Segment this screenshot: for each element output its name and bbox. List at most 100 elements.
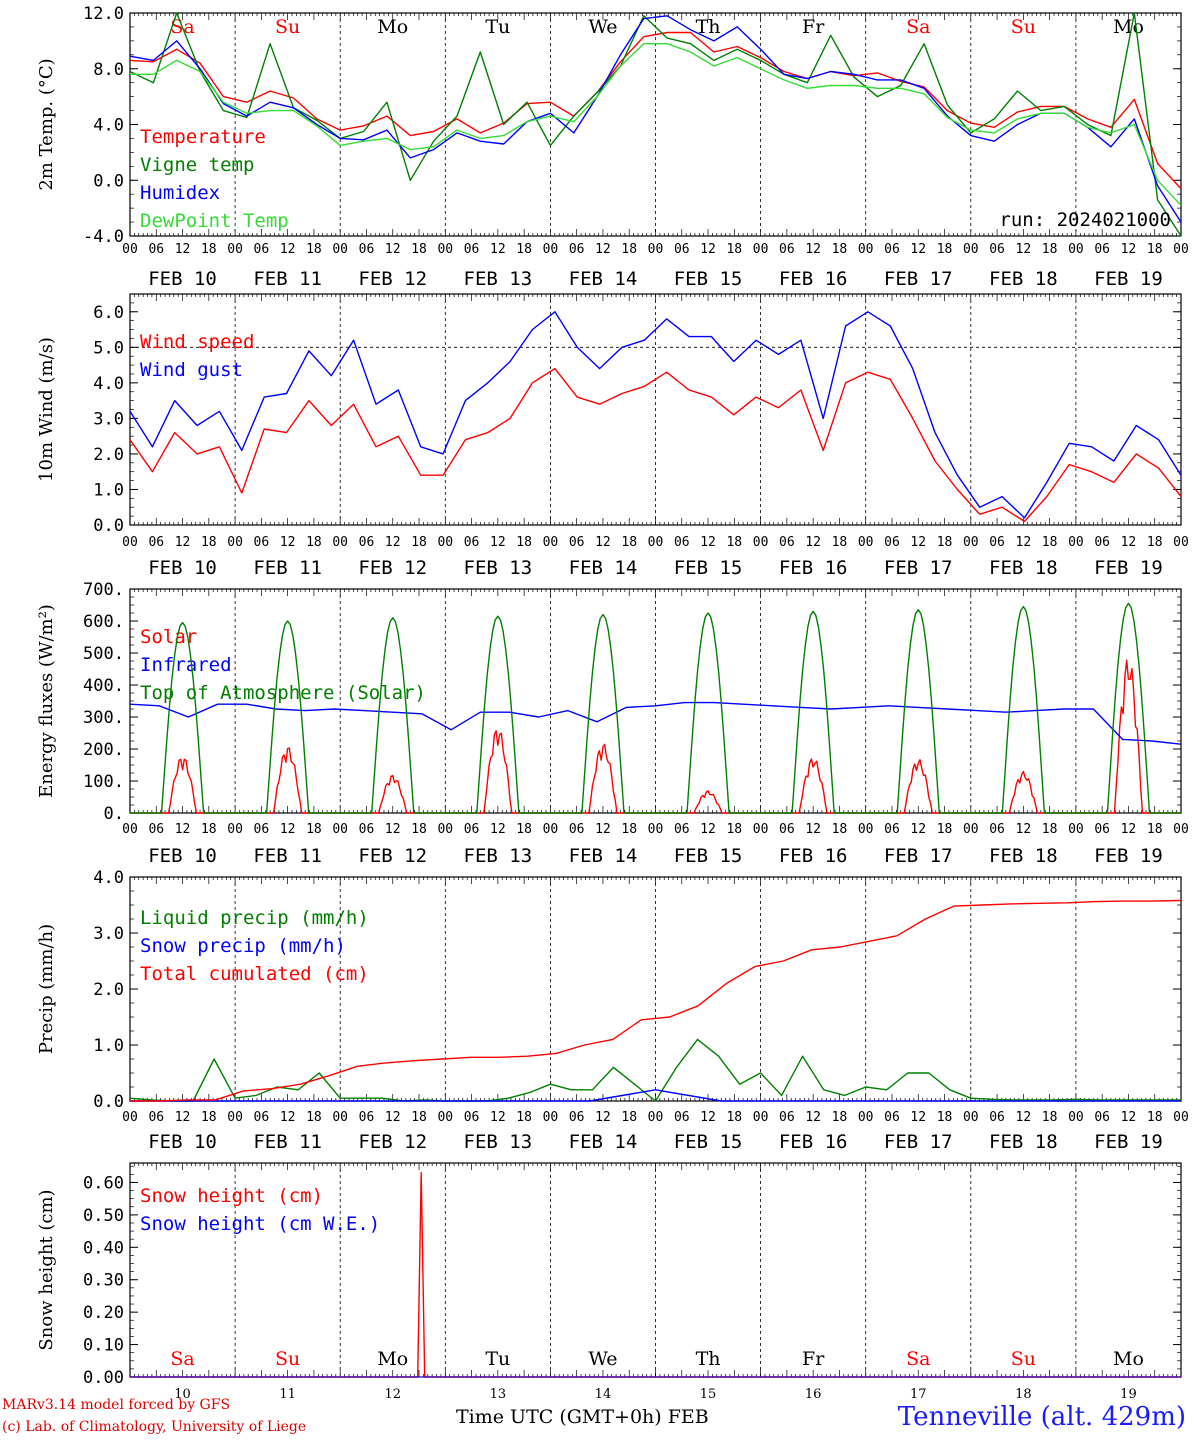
hour-tick-label: 18 [1042,822,1058,837]
day-abbr-label: Su [1011,16,1036,38]
hour-tick-label: 12 [1121,242,1137,257]
hour-tick-label: 12 [910,1110,926,1125]
hour-tick-label: 18 [726,1110,742,1125]
hour-tick-label: 06 [779,535,795,550]
hour-tick-label: 12 [1121,535,1137,550]
y-tick-label: 400. [83,676,124,696]
hour-tick-label: 18 [411,1110,427,1125]
hour-tick-label: 18 [937,535,953,550]
hour-tick-label: 00 [332,535,348,550]
hour-tick-label: 00 [543,242,559,257]
y-axis-title: Precip (mm/h) [36,924,57,1054]
hour-tick-label: 12 [910,822,926,837]
hour-tick-label: 12 [490,822,506,837]
day-number-label: 12 [384,1387,401,1402]
date-label: FEB 11 [253,268,322,290]
y-tick-label: 6.0 [93,303,124,323]
hour-tick-label: 06 [254,242,270,257]
hour-tick-label: 00 [858,242,874,257]
hour-tick-label: 00 [543,822,559,837]
y-tick-label: 700. [83,580,124,600]
y-tick-label: 1.0 [93,1036,124,1056]
day-abbr-label: Fr [802,1348,825,1370]
y-tick-label: 0. [104,804,124,824]
hour-tick-label: 12 [280,242,296,257]
model-credit: MARv3.14 model forced by GFS [2,1397,231,1413]
day-abbr-label: Th [696,1348,721,1370]
hour-tick-label: 00 [753,535,769,550]
date-label: FEB 12 [358,1131,427,1153]
day-number-label: 10 [174,1387,191,1402]
legend-series-temperature: Temperature [140,126,266,148]
hour-tick-label: 18 [306,242,322,257]
day-abbr-label: Sa [906,16,930,38]
y-tick-label: 4.0 [93,116,124,136]
hour-tick-label: 18 [937,1110,953,1125]
date-label: FEB 19 [1094,1131,1163,1153]
date-label: FEB 17 [884,845,953,867]
hour-tick-label: 18 [306,822,322,837]
hour-tick-label: 12 [175,822,191,837]
station-name: Tenneville (alt. 429m) [897,1402,1186,1432]
date-label: FEB 12 [358,845,427,867]
day-abbr-label: Tu [485,1348,510,1370]
date-label: FEB 19 [1094,845,1163,867]
day-abbr-label: Su [1011,1348,1036,1370]
hour-tick-label: 00 [963,242,979,257]
hour-tick-label: 06 [1094,822,1110,837]
day-number-label: 13 [490,1387,507,1402]
day-number-label: 15 [700,1387,717,1402]
hour-tick-label: 18 [201,822,217,837]
hour-tick-label: 00 [1068,535,1084,550]
hour-tick-label: 06 [359,242,375,257]
run-annotation: run: 2024021000 [999,209,1171,231]
series-dewpoint-temp [130,43,1182,206]
y-tick-label: 3.0 [93,409,124,429]
hour-tick-label: 18 [621,822,637,837]
y-tick-label: 4.0 [93,374,124,394]
hour-tick-label: 00 [963,1110,979,1125]
date-label: FEB 10 [148,268,217,290]
hour-tick-label: 06 [884,535,900,550]
hour-tick-label: 00 [122,822,138,837]
hour-tick-label: 06 [1094,242,1110,257]
panel-temp: -4.0 0.0 4.0 8.0 12.0 2m Temp. (°C) Sa Su Mo Tu We… [36,4,1189,290]
hour-tick-label: 12 [700,822,716,837]
hour-tick-label: 18 [832,535,848,550]
hour-tick-label: 12 [910,242,926,257]
hour-tick-label: 00 [1068,242,1084,257]
hour-tick-label: 00 [858,535,874,550]
hour-tick-label: 00 [437,535,453,550]
hour-tick-label: 06 [989,1110,1005,1125]
y-axis-title: Snow height (cm) [36,1189,57,1350]
hour-tick-label: 06 [884,1110,900,1125]
hour-tick-label: 06 [779,822,795,837]
day-number-label: 19 [1120,1387,1137,1402]
series-temperature [129,31,1182,190]
date-label: FEB 16 [779,845,848,867]
hour-tick-label: 12 [175,1110,191,1125]
hour-tick-label: 00 [227,822,243,837]
day-abbr-label: Tu [485,16,510,38]
hour-tick-label: 12 [1016,242,1032,257]
hour-tick-label: 06 [989,535,1005,550]
hour-tick-label: 12 [280,822,296,837]
day-abbr-label: Sa [170,1348,194,1370]
hour-tick-label: 06 [359,822,375,837]
hour-tick-label: 00 [1173,242,1189,257]
hour-tick-label: 00 [122,242,138,257]
hour-tick-label: 12 [910,535,926,550]
y-tick-label: 12.0 [83,4,124,24]
hour-tick-label: 06 [674,1110,690,1125]
panel-wind: 0.0 1.0 2.0 3.0 4.0 5.0 6.0 10m Wind (m/s) 00 06 1… [36,293,1189,579]
plot-frame [129,12,1182,237]
date-label: FEB 13 [464,268,533,290]
date-label: FEB 18 [989,845,1058,867]
hour-tick-label: 12 [490,535,506,550]
hour-tick-label: 00 [963,822,979,837]
hour-tick-label: 06 [254,822,270,837]
y-tick-label: 5.0 [93,338,124,358]
hour-tick-label: 12 [595,535,611,550]
hour-tick-label: 18 [516,535,532,550]
y-tick-label: 2.0 [93,445,124,465]
